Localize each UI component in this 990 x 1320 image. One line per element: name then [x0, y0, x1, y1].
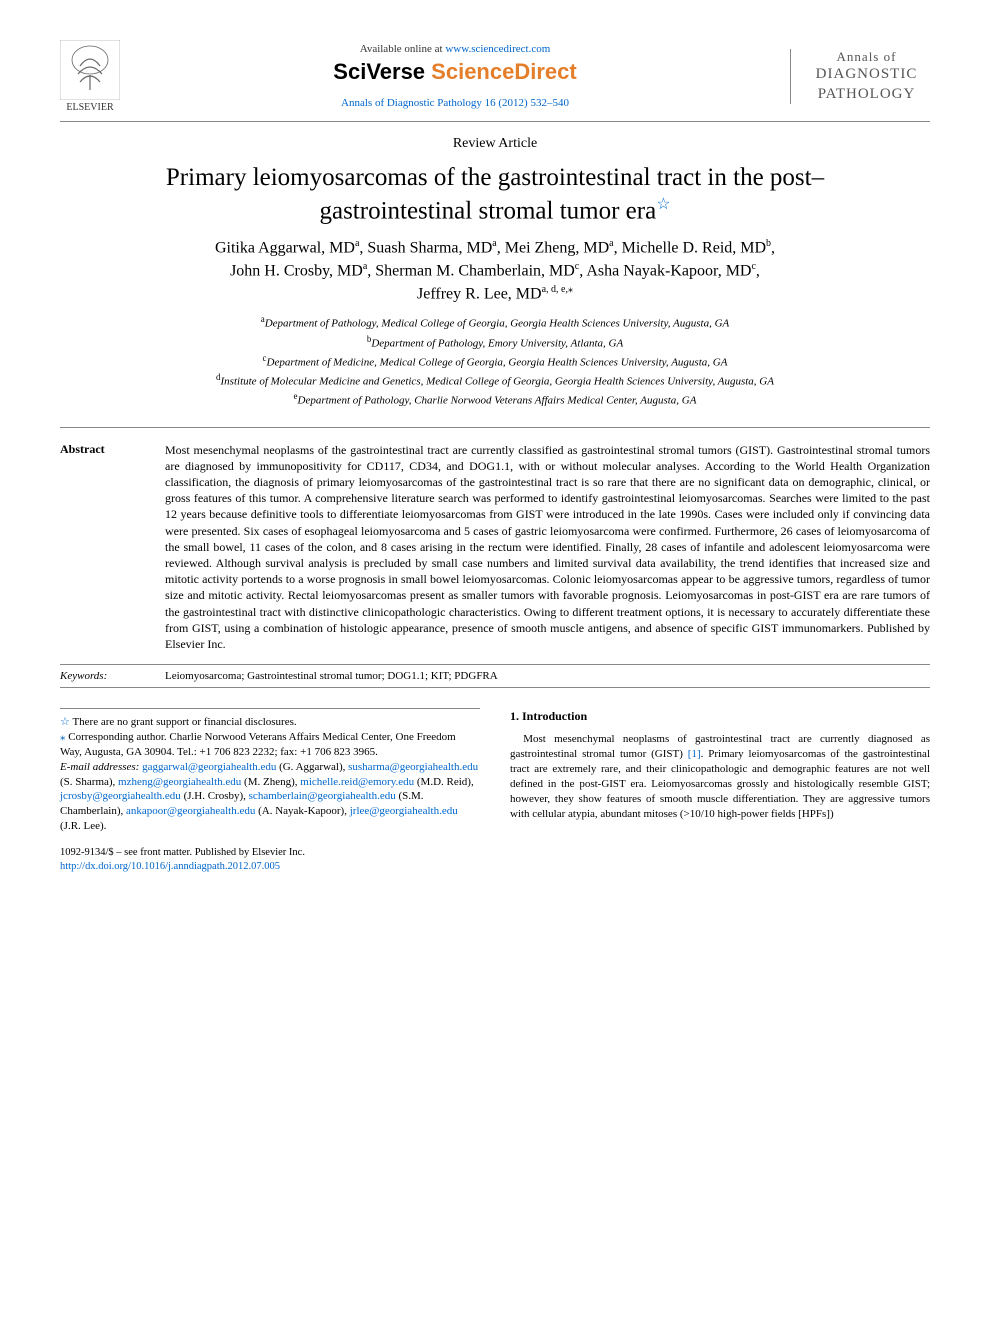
email-link[interactable]: schamberlain@georgiahealth.edu: [249, 790, 396, 802]
email-link[interactable]: gaggarwal@georgiahealth.edu: [142, 761, 276, 773]
available-online-text: Available online at www.sciencedirect.co…: [120, 43, 790, 55]
abstract-text: Most mesenchymal neoplasms of the gastro…: [165, 442, 930, 652]
intro-paragraph: Most mesenchymal neoplasms of gastrointe…: [510, 732, 930, 821]
doi-link[interactable]: http://dx.doi.org/10.1016/j.anndiagpath.…: [60, 861, 280, 872]
email-link[interactable]: jrlee@georgiahealth.edu: [350, 805, 458, 817]
email-link[interactable]: mzheng@georgiahealth.edu: [118, 776, 241, 788]
journal-citation-link[interactable]: Annals of Diagnostic Pathology 16 (2012)…: [341, 97, 569, 109]
sciverse-brand: SciVerse ScienceDirect: [120, 59, 790, 85]
email-list: E-mail addresses: gaggarwal@georgiahealt…: [60, 760, 480, 834]
email-link[interactable]: michelle.reid@emory.edu: [300, 776, 414, 788]
author-list: Gitika Aggarwal, MDa, Suash Sharma, MDa,…: [60, 237, 930, 305]
elsevier-logo: ELSEVIER: [60, 40, 120, 113]
section-heading: 1. Introduction: [510, 708, 930, 724]
elsevier-tree-icon: [60, 40, 120, 100]
keywords-section: Keywords: Leiomyosarcoma; Gastrointestin…: [60, 664, 930, 688]
article-title: Primary leiomyosarcomas of the gastroint…: [60, 162, 930, 227]
elsevier-label: ELSEVIER: [66, 102, 113, 113]
divider: [60, 121, 930, 122]
email-link[interactable]: susharma@georgiahealth.edu: [348, 761, 478, 773]
copyright-doi: 1092-9134/$ – see front matter. Publishe…: [60, 846, 480, 874]
title-star-icon: ☆: [656, 196, 670, 213]
sciencedirect-link[interactable]: www.sciencedirect.com: [445, 43, 550, 55]
body-columns: ☆ There are no grant support or financia…: [60, 708, 930, 874]
abstract-section: Abstract Most mesenchymal neoplasms of t…: [60, 427, 930, 652]
disclosure-note: ☆ There are no grant support or financia…: [60, 715, 480, 730]
corresponding-author-note: ⁎ Corresponding author. Charlie Norwood …: [60, 730, 480, 760]
intro-column: 1. Introduction Most mesenchymal neoplas…: [510, 708, 930, 874]
keywords-text: Leiomyosarcoma; Gastrointestinal stromal…: [165, 670, 498, 682]
journal-title-box: Annals of DIAGNOSTIC PATHOLOGY: [790, 49, 930, 105]
header-center: Available online at www.sciencedirect.co…: [120, 43, 790, 111]
page-header: ELSEVIER Available online at www.science…: [60, 40, 930, 113]
abstract-label: Abstract: [60, 442, 165, 652]
email-link[interactable]: ankapoor@georgiahealth.edu: [126, 805, 255, 817]
footnote-column: ☆ There are no grant support or financia…: [60, 708, 480, 874]
email-link[interactable]: jcrosby@georgiahealth.edu: [60, 790, 181, 802]
affiliations: aDepartment of Pathology, Medical Colleg…: [60, 313, 930, 408]
article-type: Review Article: [60, 136, 930, 152]
keywords-label: Keywords:: [60, 670, 165, 682]
citation-link[interactable]: [1]: [688, 748, 701, 760]
